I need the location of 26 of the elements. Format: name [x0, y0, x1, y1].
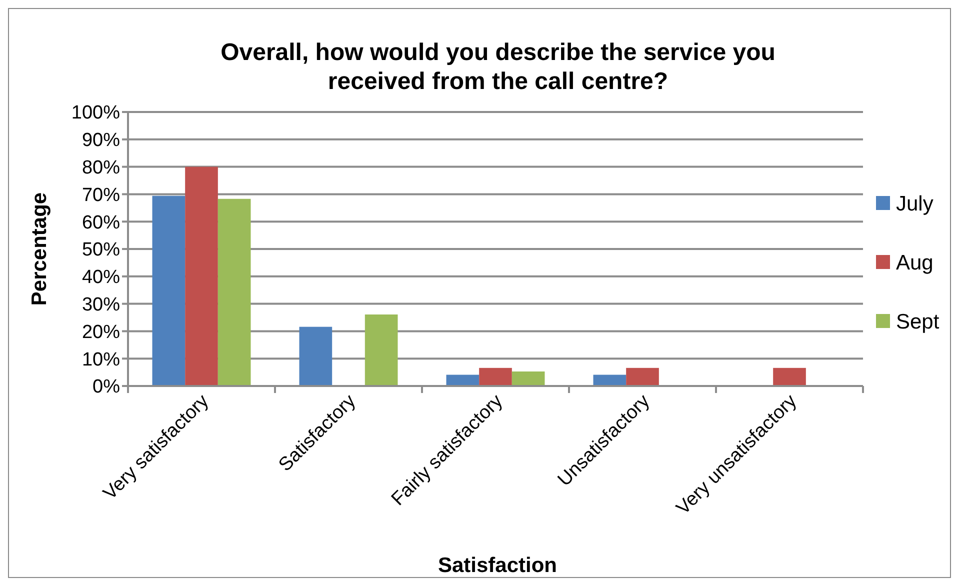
bar [299, 326, 332, 386]
y-tick-label: 20% [82, 322, 120, 343]
y-tick-label: 0% [92, 376, 120, 398]
bar [626, 368, 659, 386]
bar [218, 198, 251, 386]
bar [152, 196, 186, 386]
y-tick-label: 60% [82, 212, 120, 234]
y-tick-label: 30% [82, 294, 120, 316]
y-tick-label: 90% [82, 130, 120, 152]
bar [364, 314, 398, 386]
bar [185, 166, 218, 386]
bar [773, 368, 806, 386]
y-tick-label: 70% [82, 184, 120, 206]
bar [479, 368, 512, 386]
x-axis-title: Satisfaction [438, 554, 558, 577]
chart-title: Overall, how would you describe the service you received from the call centre? [220, 39, 776, 95]
y-tick-label: 100% [71, 102, 120, 124]
y-axis-title: Percentage [28, 192, 51, 306]
bar [512, 371, 545, 386]
y-tick-label: 10% [82, 349, 120, 370]
y-tick-label: 40% [82, 267, 120, 288]
y-tick-label: 80% [82, 157, 120, 178]
y-tick-label: 50% [82, 240, 120, 261]
legend-label: July [896, 192, 934, 216]
legend-label: Aug [896, 251, 934, 274]
legend-label: Sept [896, 310, 940, 334]
